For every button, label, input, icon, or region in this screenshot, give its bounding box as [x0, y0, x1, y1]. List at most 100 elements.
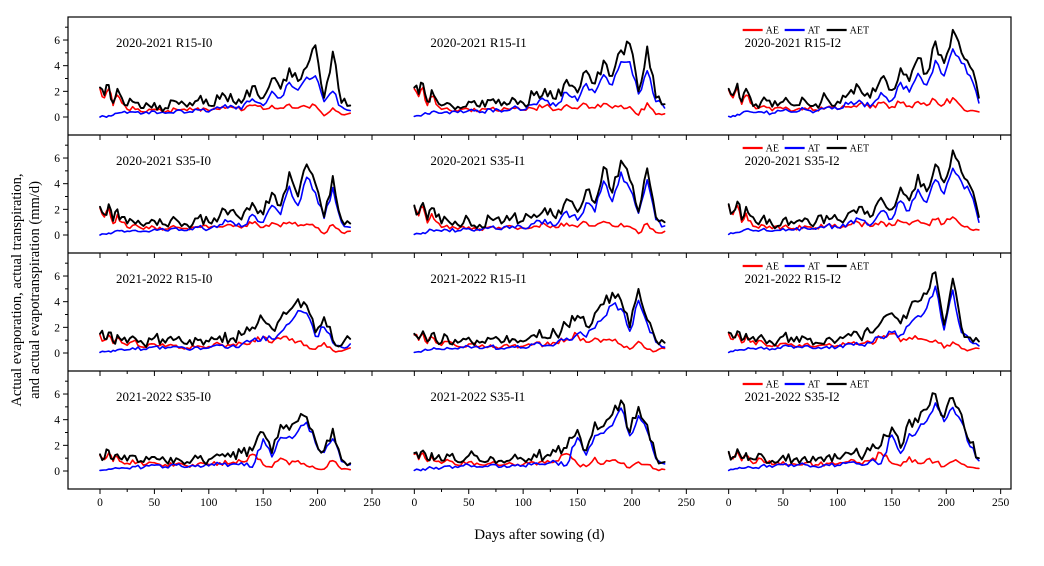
y-tick-label: 6 — [54, 271, 60, 283]
series-line-AE — [413, 86, 666, 116]
x-tick-label: 150 — [569, 497, 587, 509]
y-tick-label: 6 — [54, 153, 60, 165]
series-line-AE — [413, 206, 666, 235]
legend-label-AT: AT — [808, 262, 820, 273]
series-line-AE — [99, 207, 352, 235]
panel-title: 2020-2021 S35-I2 — [745, 153, 840, 168]
x-tick-label: 100 — [200, 497, 218, 509]
series-line-AE — [99, 334, 352, 353]
series-line-AT — [99, 421, 352, 472]
legend-label-AET: AET — [850, 26, 869, 37]
panel-2021-2022-R15-I1 — [413, 287, 666, 354]
y-tick-label: 4 — [54, 179, 60, 191]
x-tick-label: 200 — [623, 497, 641, 509]
panel-2021-2022-S35-I2 — [727, 392, 980, 472]
legend: AE AT AET — [742, 380, 869, 391]
legend: AE AT AET — [742, 262, 869, 273]
panel-borders — [67, 16, 1012, 490]
series-line-AE — [99, 452, 352, 471]
series-line-AET — [99, 163, 352, 229]
series-line-AT — [99, 75, 352, 118]
series-line-AT — [99, 176, 352, 236]
y-tick-label: 2 — [54, 204, 60, 216]
panel-title: 2020-2021 R15-I1 — [430, 35, 526, 50]
panel-title: 2020-2021 S35-I0 — [116, 153, 211, 168]
x-tick-label: 0 — [411, 497, 417, 509]
x-tick-label: 50 — [777, 497, 789, 509]
legend-label-AET: AET — [850, 380, 869, 391]
series-line-AE — [413, 452, 666, 472]
y-tick-label: 4 — [54, 415, 60, 427]
y-tick-label: 4 — [54, 297, 60, 309]
legend-label-AET: AET — [850, 262, 869, 273]
series-line-AE — [727, 86, 980, 113]
series-line-AET — [413, 159, 666, 229]
series-line-AET — [413, 287, 666, 346]
series-line-AT — [727, 48, 980, 118]
series-line-AE — [99, 88, 352, 117]
panel-title: 2020-2021 S35-I1 — [430, 153, 525, 168]
panel-2021-2022-S35-I0 — [99, 412, 352, 472]
y-tick-label: 6 — [54, 35, 60, 47]
legend-label-AET: AET — [850, 144, 869, 155]
x-tick-label: 200 — [309, 497, 327, 509]
panel-2020-2021-R15-I1 — [413, 40, 666, 118]
x-tick-label: 0 — [726, 497, 732, 509]
series-line-AET — [99, 44, 352, 113]
series-line-AET — [413, 40, 666, 111]
x-tick-label: 100 — [515, 497, 533, 509]
legend-label-AT: AT — [808, 144, 820, 155]
legend-label-AE: AE — [766, 262, 779, 273]
x-tick-label: 200 — [938, 497, 956, 509]
panel-2020-2021-R15-I0 — [99, 44, 352, 118]
y-tick-label: 2 — [54, 86, 60, 98]
legend: AE AT AET — [742, 26, 869, 37]
panel-title: 2021-2022 S35-I0 — [116, 389, 211, 404]
legend: AE AT AET — [742, 144, 869, 155]
panel-2021-2022-R15-I0 — [99, 298, 352, 354]
series-line-AE — [727, 204, 980, 232]
panel-2021-2022-R15-I2 — [727, 271, 980, 354]
series-line-AT — [727, 402, 980, 472]
panel-2020-2021-R15-I2 — [727, 28, 980, 118]
y-axis-label-line2: and actual evapotranspiration (mm/d) — [27, 181, 43, 399]
series-line-AT — [413, 171, 666, 236]
series-line-AT — [413, 407, 666, 472]
panel-2021-2022-S35-I1 — [413, 399, 666, 472]
legend-label-AT: AT — [808, 26, 820, 37]
legend-label-AE: AE — [766, 144, 779, 155]
series-line-AT — [413, 299, 666, 354]
x-tick-label: 150 — [255, 497, 273, 509]
y-axis-label: Actual evaporation, actual transpiration… — [8, 173, 44, 406]
panel-title: 2021-2022 R15-I2 — [745, 271, 841, 286]
series-line-AET — [727, 392, 980, 465]
x-tick-label: 100 — [829, 497, 847, 509]
y-axis-label-line1: Actual evaporation, actual transpiration… — [9, 173, 25, 407]
series-line-AET — [727, 149, 980, 230]
series-line-AT — [727, 285, 980, 354]
y-tick-label: 4 — [54, 61, 60, 73]
x-axis-label: Days after sowing (d) — [474, 527, 605, 543]
panel-title: 2020-2021 R15-I2 — [745, 35, 841, 50]
panel-2020-2021-S35-I0 — [99, 163, 352, 236]
series-line-AT — [727, 167, 980, 236]
y-tick-label: 2 — [54, 322, 60, 334]
y-tick-label: 0 — [54, 466, 60, 478]
x-tick-label: 250 — [678, 497, 696, 509]
panel-2020-2021-S35-I2 — [727, 149, 980, 236]
legend-label-AT: AT — [808, 380, 820, 391]
panel-title: 2021-2022 S35-I2 — [745, 389, 840, 404]
series-line-AET — [99, 298, 352, 348]
legend-label-AE: AE — [766, 26, 779, 37]
x-tick-label: 0 — [97, 497, 103, 509]
series-line-AT — [413, 60, 666, 118]
x-tick-label: 50 — [149, 497, 161, 509]
series-line-AET — [727, 28, 980, 109]
series-line-AET — [727, 271, 980, 347]
series-line-AET — [413, 399, 666, 465]
y-tick-label: 0 — [54, 230, 60, 242]
y-tick-label: 2 — [54, 440, 60, 452]
x-tick-label: 50 — [463, 497, 475, 509]
series-line-AE — [727, 332, 980, 352]
panel-title: 2020-2021 R15-I0 — [116, 35, 212, 50]
